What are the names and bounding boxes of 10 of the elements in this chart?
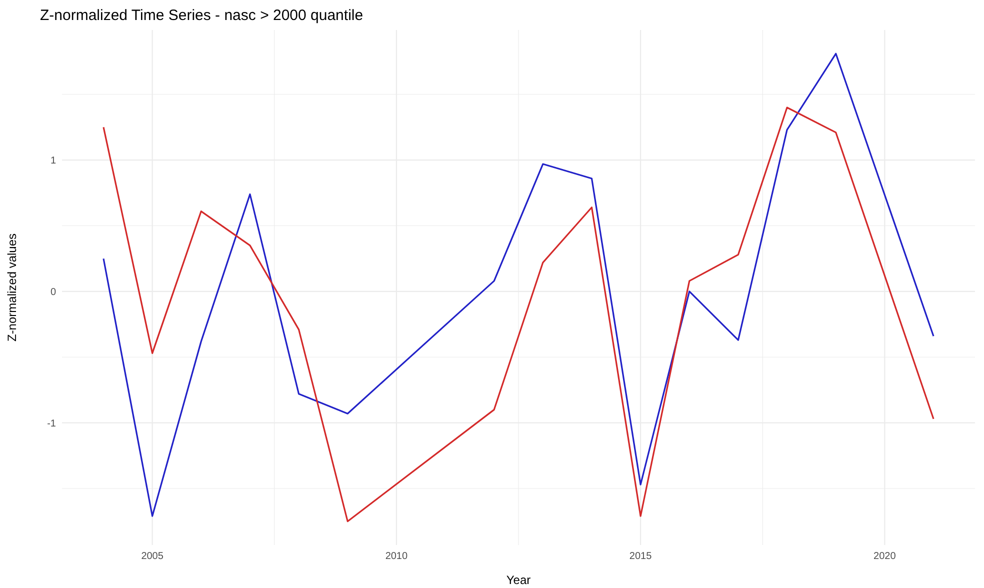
x-tick-label: 2020 bbox=[874, 551, 896, 562]
y-axis-title: Z-normalized values bbox=[5, 233, 19, 342]
y-tick-label: 0 bbox=[50, 286, 56, 298]
chart-title: Z-normalized Time Series - nasc > 2000 quantile bbox=[40, 7, 364, 24]
x-axis-title: Year bbox=[506, 573, 531, 587]
y-tick-label: 1 bbox=[50, 156, 56, 167]
x-tick-label: 2015 bbox=[629, 551, 652, 562]
x-tick-label: 2005 bbox=[141, 551, 164, 562]
x-tick-label: 2010 bbox=[385, 551, 408, 562]
y-tick-label: -1 bbox=[47, 418, 56, 430]
